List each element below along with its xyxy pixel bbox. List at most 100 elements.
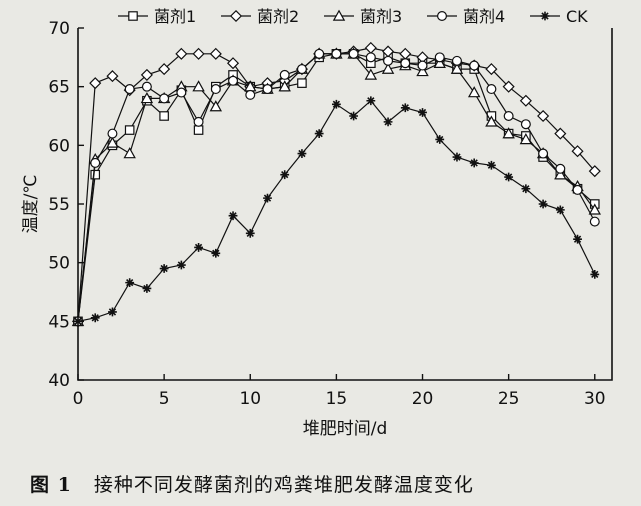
x-tick-label-15: 15 (326, 389, 348, 409)
series-3-point-4 (140, 91, 154, 104)
series-5-point-12 (280, 170, 290, 180)
series-4-point-26 (520, 119, 531, 130)
y-axis-label: 温度/℃ (21, 175, 41, 234)
series-4-point-8 (210, 84, 221, 95)
y-tick-label-70: 70 (48, 19, 70, 39)
series-5-point-6 (176, 260, 186, 270)
series-5-point-21 (435, 135, 445, 144)
series-4-point-29 (572, 184, 583, 195)
series-5-point-26 (521, 184, 531, 194)
series-2-point-1 (89, 77, 102, 90)
legend-marker-3 (332, 9, 346, 21)
series-4-point-18 (383, 55, 394, 66)
x-tick-label-30: 30 (584, 389, 606, 409)
series-5-point-17 (366, 96, 376, 106)
series-5-point-16 (349, 111, 359, 121)
series-4-point-17 (365, 52, 376, 63)
series-4-point-4 (141, 81, 152, 92)
legend-entry-3: 菌剂3 (324, 7, 402, 26)
series-2-point-26 (519, 94, 532, 107)
series-2-point-25 (502, 80, 515, 93)
series-5 (73, 96, 600, 326)
series-5-point-8 (211, 248, 221, 258)
series-4-point-6 (176, 87, 187, 98)
legend-label-3: 菌剂3 (360, 7, 402, 26)
series-2-point-19 (399, 47, 412, 60)
legend-entry-5: CK (530, 7, 588, 26)
series-4-point-30 (589, 216, 600, 227)
series-3-point-22 (450, 62, 464, 74)
legend-label-4: 菌剂4 (463, 7, 505, 26)
series-4-point-25 (503, 110, 514, 121)
series-4-point-16 (348, 48, 359, 59)
series-1-point-7 (193, 125, 204, 135)
series-5-point-19 (400, 103, 410, 113)
figure-label: 图 1 (30, 474, 72, 496)
series-5-point-3 (125, 278, 135, 288)
series-5-point-0 (73, 316, 83, 326)
series-line-5 (77, 99, 596, 322)
series-4-point-27 (538, 148, 549, 159)
series-5-point-23 (469, 158, 479, 168)
temperature-chart: 0 5 10 15 20 25 30 40 45 50 55 60 65 70 堆肥时间/d 温度/℃ 菌剂1 菌… (21, 7, 613, 439)
y-tick-label-55: 55 (48, 195, 70, 215)
series-5-point-25 (504, 172, 514, 182)
series-1-point-1 (90, 169, 101, 180)
legend-entry-1: 菌剂1 (118, 7, 196, 26)
series-5-point-7 (194, 243, 203, 252)
series-5-point-14 (314, 129, 324, 138)
series-4-point-28 (555, 163, 566, 174)
series-5-point-13 (297, 149, 307, 158)
series-2-point-17 (364, 41, 377, 54)
series-5-point-24 (487, 160, 496, 170)
series-5-point-28 (555, 205, 565, 215)
legend-label-1: 菌剂1 (154, 7, 196, 26)
y-tick-label-40: 40 (48, 371, 70, 391)
series-4-point-22 (451, 55, 462, 66)
series-4-point-3 (124, 84, 135, 95)
series-5-point-5 (159, 264, 169, 273)
legend-marker-1 (128, 11, 138, 21)
series-4-point-19 (400, 58, 411, 69)
series-3-point-12 (278, 80, 291, 92)
series-3-point-20 (416, 64, 429, 77)
series-5-point-20 (418, 108, 427, 117)
legend-marker-5 (540, 11, 550, 21)
series-4-point-11 (262, 84, 273, 95)
y-tick-label-60: 60 (48, 136, 70, 156)
series-5-point-18 (383, 117, 393, 127)
series-2-point-28 (554, 127, 567, 140)
series-3-point-25 (502, 127, 515, 139)
series-3-point-17 (364, 68, 378, 80)
legend-entry-2: 菌剂2 (221, 7, 299, 26)
series-line-2 (77, 47, 596, 322)
series-3-point-3 (123, 147, 136, 159)
series-4-point-9 (228, 75, 239, 86)
series-4-point-5 (159, 93, 170, 104)
series-5-point-29 (573, 234, 582, 244)
figure-caption: 图 1 接种不同发酵菌剂的鸡粪堆肥发酵温度变化 (30, 470, 474, 497)
x-tick-label-25: 25 (498, 389, 520, 409)
series-3-point-18 (381, 62, 395, 74)
series-4-point-1 (90, 157, 101, 168)
series-5-point-15 (331, 99, 341, 109)
series-4 (72, 48, 600, 327)
series-4-point-12 (279, 69, 290, 80)
series-2-point-27 (537, 109, 550, 123)
series-2-point-24 (485, 63, 498, 76)
series-4-point-14 (314, 48, 325, 59)
series-3-point-24 (485, 115, 498, 127)
legend-marker-2 (229, 9, 243, 23)
series-3-point-7 (192, 80, 205, 92)
x-tick-label-0: 0 (73, 389, 84, 409)
series-4-point-24 (486, 84, 497, 95)
legend-marker-4 (437, 11, 448, 22)
x-tick-label-10: 10 (239, 389, 261, 409)
series-2-point-2 (106, 70, 119, 83)
series-5-point-11 (263, 193, 272, 203)
series-4-point-7 (193, 116, 204, 127)
x-tick-label-20: 20 (412, 389, 434, 409)
series-5-point-22 (452, 152, 462, 162)
figure-title: 接种不同发酵菌剂的鸡粪堆肥发酵温度变化 (93, 474, 474, 496)
series-4-point-20 (417, 60, 428, 71)
